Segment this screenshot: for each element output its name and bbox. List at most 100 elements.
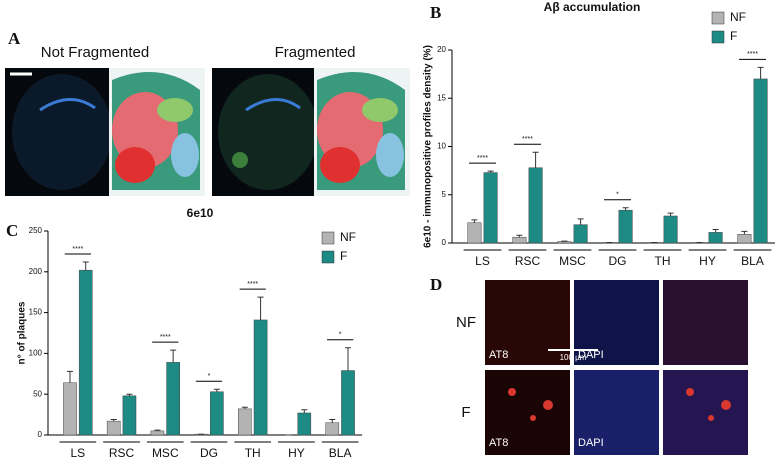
y-tick-label: 15 [437, 93, 446, 102]
error-bar [66, 370, 73, 383]
bar [753, 78, 768, 244]
x-tick-label: DG [609, 254, 627, 268]
significance-label: **** [247, 281, 258, 288]
legend-swatch [321, 250, 335, 264]
y-tick-label: 100 [29, 349, 43, 358]
bar [210, 391, 224, 436]
bar [557, 241, 572, 244]
stain-label: AT8 [489, 349, 508, 361]
bar [663, 215, 678, 244]
x-tick-label: MSC [152, 446, 179, 457]
panel-title: Fragmented [275, 44, 356, 61]
error-bar [126, 393, 133, 396]
y-tick-label: 0 [442, 238, 447, 247]
significance-label: * [208, 373, 211, 380]
row-label: F [461, 404, 470, 421]
bar [737, 234, 752, 244]
panel-label: D [430, 275, 442, 294]
bar [341, 370, 355, 436]
y-axis-label: 6e10 - immunopositive profiles density (… [423, 45, 434, 248]
significance-label: **** [747, 51, 758, 58]
error-bar [170, 349, 177, 363]
x-tick-label: RSC [109, 446, 135, 457]
bar [708, 232, 723, 244]
x-tick-label: LS [71, 446, 86, 457]
chart-title: 6e10 [187, 206, 214, 220]
bar [467, 222, 482, 244]
legend-label: NF [340, 230, 356, 244]
bar [63, 382, 77, 436]
y-tick-label: 150 [29, 308, 43, 317]
bar [573, 224, 588, 244]
error-bar [667, 212, 674, 216]
error-bar [622, 207, 629, 211]
y-axis-label: n° of plaques [17, 301, 28, 364]
error-bar [82, 261, 89, 271]
y-tick-label: 200 [29, 267, 43, 276]
micrograph-grid [485, 280, 748, 455]
x-tick-label: BLA [329, 446, 352, 457]
bar [150, 430, 165, 436]
error-bar [577, 218, 584, 225]
x-tick-label: HY [288, 446, 305, 457]
legend-label: F [730, 29, 737, 43]
legend-swatch [711, 11, 725, 25]
y-tick-label: 50 [33, 389, 42, 398]
panel-title: Not Fragmented [41, 44, 149, 61]
bar [528, 167, 543, 244]
panel-label: B [430, 3, 441, 22]
error-bar [516, 234, 523, 238]
x-tick-label: TH [245, 446, 261, 457]
bar [78, 269, 93, 436]
bar [253, 319, 268, 436]
x-tick-label: TH [655, 254, 671, 268]
panel-label: A [8, 29, 21, 48]
y-tick-label: 250 [29, 226, 43, 235]
y-tick-label: 5 [442, 190, 447, 199]
bar [122, 395, 137, 436]
stain-label: DAPI [578, 349, 604, 361]
y-tick-label: 0 [38, 430, 43, 439]
error-bar [301, 409, 308, 413]
chart-title: Aβ accumulation [544, 0, 641, 14]
significance-label: **** [160, 334, 171, 341]
legend-label: NF [730, 10, 746, 24]
stain-label: DAPI [578, 437, 604, 449]
bar [483, 172, 498, 244]
legend-swatch [321, 231, 335, 245]
error-bar [487, 170, 494, 173]
error-bar [213, 388, 220, 392]
x-tick-label: LS [475, 254, 490, 268]
row-label: NF [456, 314, 476, 331]
bar [297, 412, 312, 436]
error-bar [154, 429, 161, 431]
significance-label: **** [72, 246, 83, 253]
bar [512, 236, 527, 244]
error-bar [712, 228, 719, 233]
significance-label: **** [477, 155, 488, 162]
bar [325, 422, 340, 436]
legend-swatch [711, 30, 725, 44]
x-tick-label: RSC [515, 254, 541, 268]
brain-image [5, 68, 205, 196]
scale-bar-label: 100 µm [560, 353, 587, 362]
error-bar [471, 219, 478, 223]
panel-label: C [6, 221, 18, 240]
error-bar [532, 151, 539, 168]
bar [106, 420, 121, 436]
error-bar [329, 418, 336, 423]
error-bar [757, 66, 764, 79]
x-tick-label: BLA [741, 254, 764, 268]
stain-label: AT8 [489, 437, 508, 449]
y-tick-label: 20 [437, 45, 446, 54]
significance-label: **** [522, 136, 533, 143]
bar [618, 209, 633, 244]
x-tick-label: DG [200, 446, 218, 457]
y-tick-label: 10 [437, 142, 446, 151]
significance-label: * [616, 192, 619, 199]
bar [238, 408, 252, 436]
error-bar [241, 406, 248, 409]
significance-label: * [339, 332, 342, 339]
x-tick-label: MSC [559, 254, 586, 268]
